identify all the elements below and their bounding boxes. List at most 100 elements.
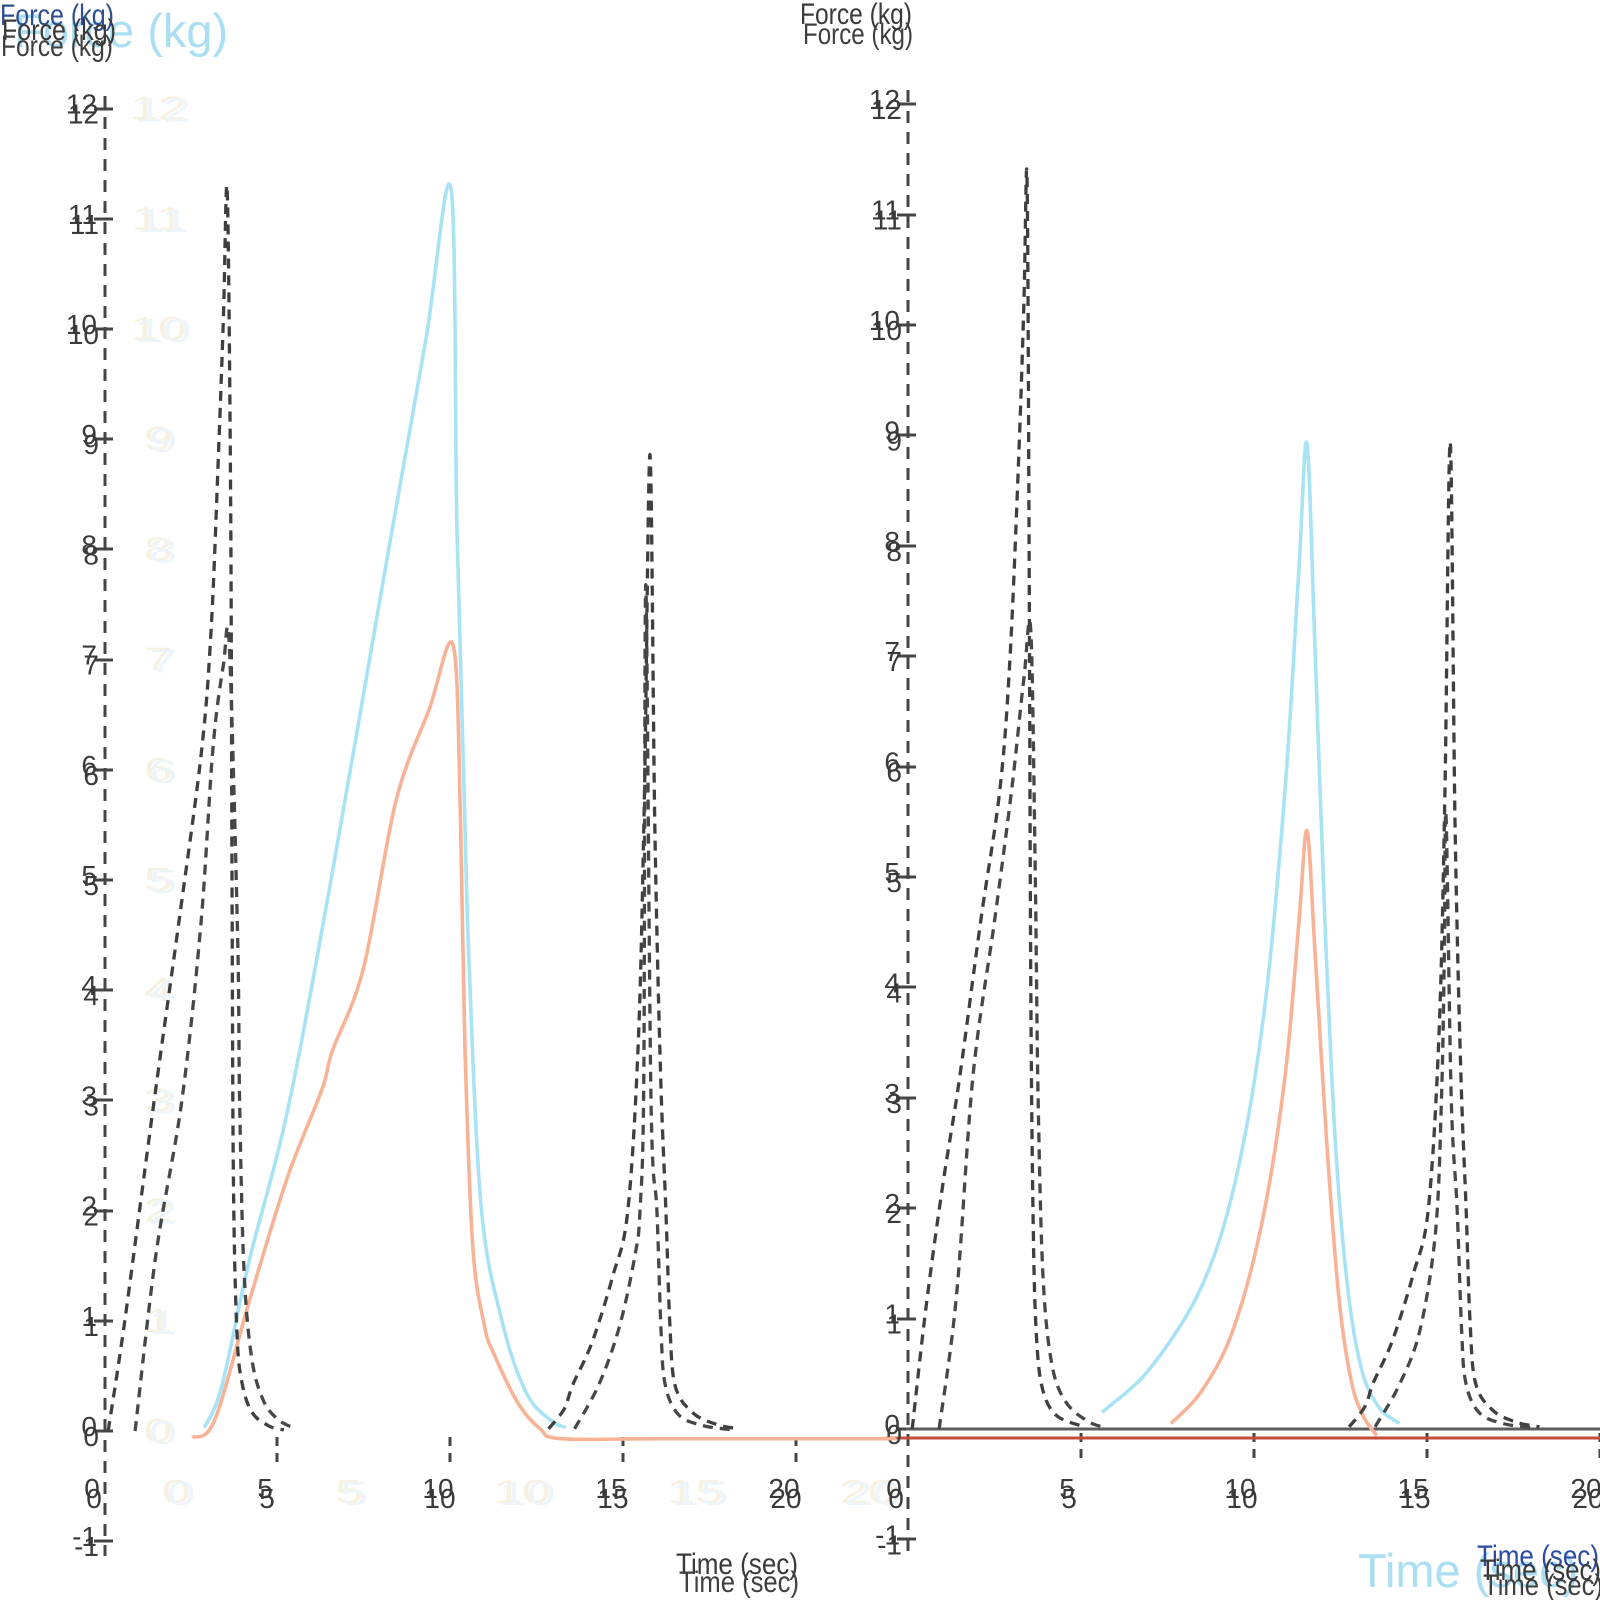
svg-text:5: 5 [340, 1476, 368, 1513]
svg-text:7: 7 [83, 650, 99, 681]
svg-text:12: 12 [135, 92, 192, 129]
svg-text:9: 9 [83, 429, 99, 460]
svg-text:4: 4 [884, 967, 900, 998]
svg-text:3: 3 [83, 1090, 99, 1121]
svg-text:0: 0 [167, 1476, 195, 1513]
svg-text:1: 1 [81, 1301, 97, 1332]
svg-text:6: 6 [81, 750, 97, 781]
svg-text:8: 8 [144, 531, 172, 568]
svg-text:12: 12 [130, 90, 187, 127]
svg-text:0: 0 [84, 1473, 100, 1504]
svg-text:4: 4 [149, 974, 177, 1011]
svg-text:6: 6 [149, 754, 177, 791]
svg-text:6: 6 [144, 752, 172, 789]
svg-text:20: 20 [768, 1473, 799, 1504]
svg-text:5: 5 [144, 862, 172, 899]
svg-text:15: 15 [1397, 1473, 1428, 1504]
svg-text:12: 12 [871, 94, 902, 125]
svg-text:5: 5 [1059, 1473, 1075, 1504]
svg-text:15: 15 [597, 1483, 628, 1514]
svg-text:12: 12 [68, 99, 99, 130]
svg-text:8: 8 [81, 529, 97, 560]
svg-text:7: 7 [81, 640, 97, 671]
svg-text:10: 10 [871, 315, 902, 346]
svg-text:9: 9 [884, 415, 900, 446]
svg-text:20: 20 [845, 1476, 902, 1513]
svg-text:1: 1 [83, 1311, 99, 1342]
svg-text:5: 5 [884, 857, 900, 888]
svg-text:9: 9 [81, 419, 97, 450]
svg-text:Time (sec): Time (sec) [1480, 1554, 1600, 1587]
svg-text:10: 10 [422, 1473, 453, 1504]
svg-text:Force (kg): Force (kg) [1, 30, 113, 63]
svg-text:10: 10 [494, 1474, 551, 1511]
svg-text:Force (kg): Force (kg) [0, 0, 114, 32]
svg-text:0: 0 [86, 1483, 102, 1514]
svg-text:5: 5 [259, 1483, 275, 1514]
svg-text:6: 6 [884, 747, 900, 778]
svg-text:Force (kg): Force (kg) [803, 18, 913, 51]
svg-text:5: 5 [1061, 1483, 1077, 1514]
svg-text:0: 0 [886, 1419, 902, 1450]
svg-text:11: 11 [68, 199, 97, 230]
svg-text:11: 11 [132, 201, 185, 238]
svg-text:12: 12 [66, 89, 97, 120]
svg-text:Time (sec): Time (sec) [676, 1548, 798, 1581]
svg-text:0: 0 [886, 1473, 902, 1504]
svg-text:10: 10 [1226, 1483, 1257, 1514]
svg-text:7: 7 [144, 641, 172, 678]
svg-text:1: 1 [884, 1299, 900, 1330]
svg-text:15: 15 [595, 1473, 626, 1504]
svg-text:12: 12 [869, 84, 900, 115]
svg-text:10: 10 [66, 309, 97, 340]
svg-text:Time (sec): Time (sec) [679, 1566, 799, 1599]
svg-text:15: 15 [667, 1474, 724, 1511]
svg-text:0: 0 [149, 1415, 177, 1452]
svg-text:0: 0 [144, 1413, 172, 1450]
svg-text:-1: -1 [72, 1521, 97, 1552]
svg-text:8: 8 [83, 539, 99, 570]
svg-text:2: 2 [886, 1198, 902, 1229]
svg-text:11: 11 [70, 209, 99, 240]
svg-text:2: 2 [83, 1201, 99, 1232]
svg-text:9: 9 [144, 421, 172, 458]
svg-text:20: 20 [770, 1483, 801, 1514]
svg-text:10: 10 [1224, 1473, 1255, 1504]
svg-text:8: 8 [884, 526, 900, 557]
svg-text:0: 0 [884, 1409, 900, 1440]
svg-text:5: 5 [886, 867, 902, 898]
svg-text:0: 0 [888, 1483, 904, 1514]
svg-text:15: 15 [672, 1476, 729, 1513]
svg-text:6: 6 [83, 760, 99, 791]
svg-text:8: 8 [886, 536, 902, 567]
svg-text:7: 7 [886, 646, 902, 677]
svg-text:20: 20 [1570, 1473, 1600, 1504]
svg-text:20: 20 [840, 1474, 897, 1511]
svg-text:-1: -1 [875, 1519, 900, 1550]
svg-text:5: 5 [81, 860, 97, 891]
svg-text:9: 9 [149, 423, 177, 460]
svg-text:Time (sec): Time (sec) [1477, 1540, 1599, 1573]
svg-text:20: 20 [1572, 1483, 1600, 1514]
svg-text:Force (kg): Force (kg) [800, 0, 912, 31]
svg-text:11: 11 [137, 203, 190, 240]
svg-text:2: 2 [81, 1191, 97, 1222]
svg-text:11: 11 [873, 205, 902, 236]
svg-text:2: 2 [144, 1192, 172, 1229]
svg-text:Force (kg): Force (kg) [2, 14, 116, 47]
svg-text:6: 6 [886, 757, 902, 788]
svg-text:Force (kg): Force (kg) [14, 4, 228, 57]
svg-text:-1: -1 [74, 1531, 99, 1562]
svg-text:5: 5 [83, 870, 99, 901]
svg-text:5: 5 [257, 1473, 273, 1504]
svg-text:4: 4 [886, 977, 902, 1008]
svg-text:2: 2 [149, 1194, 177, 1231]
svg-text:10: 10 [869, 305, 900, 336]
svg-text:10: 10 [135, 313, 192, 350]
svg-text:5: 5 [335, 1474, 363, 1511]
svg-text:0: 0 [81, 1411, 97, 1442]
svg-text:0: 0 [83, 1421, 99, 1452]
svg-text:10: 10 [130, 311, 187, 348]
svg-text:10: 10 [499, 1476, 556, 1513]
svg-text:7: 7 [884, 636, 900, 667]
